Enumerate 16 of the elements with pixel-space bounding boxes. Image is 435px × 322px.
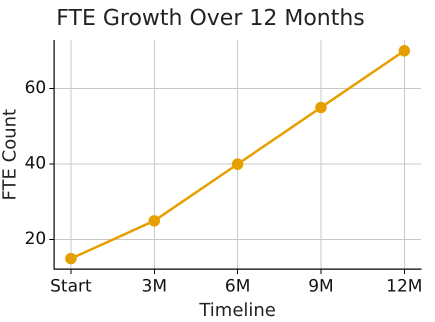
x-tick-label: 3M [142,276,167,297]
y-axis-title: FTE Count [0,108,20,200]
x-axis-title: Timeline [198,300,276,321]
x-tick-label: Start [50,276,92,297]
point [398,45,410,57]
y-tick-label: 20 [24,229,46,250]
point [315,102,327,114]
point [65,252,77,264]
point [148,215,160,227]
y-tick-label: 60 [24,78,46,98]
x-tick-label: 6M [224,276,250,297]
y-tick-label: 40 [24,154,46,174]
point [232,158,244,170]
x-tick-label: 9M [308,276,334,297]
x-tick-label: 12M [386,276,422,297]
chart-title: FTE Growth Over 12 Months [56,6,365,31]
